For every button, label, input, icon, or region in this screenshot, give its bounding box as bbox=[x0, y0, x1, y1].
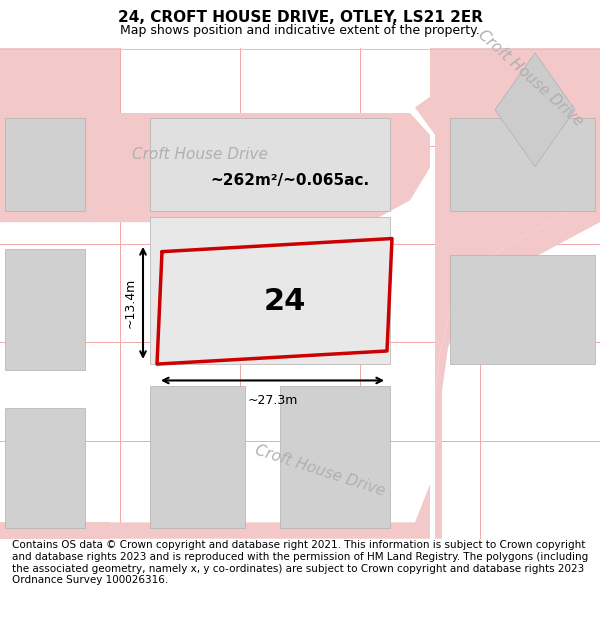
Polygon shape bbox=[450, 119, 595, 211]
Polygon shape bbox=[280, 386, 390, 528]
Polygon shape bbox=[450, 255, 595, 364]
Text: Map shows position and indicative extent of the property.: Map shows position and indicative extent… bbox=[120, 24, 480, 37]
Polygon shape bbox=[110, 189, 600, 539]
Polygon shape bbox=[0, 522, 110, 539]
Text: Contains OS data © Crown copyright and database right 2021. This information is : Contains OS data © Crown copyright and d… bbox=[12, 541, 588, 585]
Polygon shape bbox=[5, 408, 85, 528]
Polygon shape bbox=[5, 119, 85, 211]
Text: Croft House Drive: Croft House Drive bbox=[132, 147, 268, 162]
Polygon shape bbox=[150, 217, 390, 364]
Polygon shape bbox=[150, 386, 245, 528]
Polygon shape bbox=[5, 249, 85, 369]
Text: 24: 24 bbox=[263, 287, 305, 316]
Text: Croft House Drive: Croft House Drive bbox=[253, 443, 387, 499]
Polygon shape bbox=[495, 53, 575, 166]
Polygon shape bbox=[415, 48, 600, 397]
Text: 24, CROFT HOUSE DRIVE, OTLEY, LS21 2ER: 24, CROFT HOUSE DRIVE, OTLEY, LS21 2ER bbox=[118, 11, 482, 26]
Text: ~13.4m: ~13.4m bbox=[124, 278, 137, 328]
Polygon shape bbox=[150, 119, 390, 211]
Text: ~262m²/~0.065ac.: ~262m²/~0.065ac. bbox=[211, 173, 370, 188]
Text: ~27.3m: ~27.3m bbox=[247, 394, 298, 406]
Polygon shape bbox=[0, 113, 430, 222]
Polygon shape bbox=[0, 48, 120, 113]
Text: Croft House Drive: Croft House Drive bbox=[475, 27, 586, 129]
